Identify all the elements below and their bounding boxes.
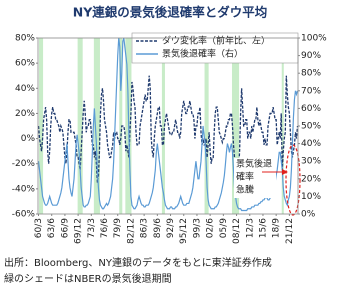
legend-label: ダウ変化率（前年比、左） — [162, 35, 270, 47]
x-tick-label: 21/12 — [285, 218, 295, 244]
recession-band — [231, 38, 240, 214]
x-tick-label: 76/6 — [100, 218, 110, 238]
highlight-ellipse — [285, 144, 301, 216]
x-tick-label: 60/3 — [34, 218, 44, 238]
y-tick-label: 60% — [15, 59, 35, 69]
x-tick-label: 02/6 — [206, 218, 216, 238]
y2-tick-label: 50% — [301, 122, 321, 132]
y2-tick-label: 60% — [301, 104, 321, 114]
recession-band — [161, 38, 165, 214]
recession-band — [77, 38, 83, 214]
plot-area — [37, 37, 299, 214]
x-tick-label: 12/3 — [245, 218, 255, 238]
legend-label: 景気後退確率（右） — [162, 48, 243, 60]
y2-tick-label: 10% — [301, 192, 321, 202]
arrow-head — [282, 169, 288, 175]
x-tick-label: 69/12 — [74, 218, 84, 244]
x-tick-label: 79/9 — [113, 218, 123, 238]
annotation-text: 景気後退 — [236, 158, 272, 170]
y2-tick-label: 70% — [301, 86, 321, 96]
y2-tick-label: 30% — [301, 157, 321, 167]
x-tick-label: 82/12 — [126, 218, 136, 244]
y2-tick-label: 90% — [301, 51, 321, 61]
annotation-bg — [234, 158, 276, 198]
x-tick-label: 89/6 — [153, 218, 163, 238]
x-tick-label: 15/6 — [258, 218, 268, 238]
x-tick-label: 86/3 — [140, 218, 150, 238]
recession-band — [39, 38, 44, 214]
y2-tick-label: 80% — [301, 69, 321, 79]
series-line — [37, 75, 299, 189]
y-tick-label: 0% — [21, 134, 36, 144]
recession-band — [119, 38, 123, 214]
source-note: 出所：Bloomberg、NY連銀のデータをもとに東洋証券作成 — [4, 256, 272, 269]
source-note: 緑のシェードはNBERの景気後退期間 — [4, 272, 172, 285]
x-tick-label: 63/6 — [47, 218, 57, 238]
y-tick-label: 20% — [15, 109, 35, 119]
recession-band — [281, 38, 284, 214]
y2-tick-label: 20% — [301, 174, 321, 184]
recession-band — [204, 38, 209, 214]
y2-tick-label: 40% — [301, 139, 321, 149]
y-tick-label: 80% — [15, 34, 35, 44]
x-tick-label: 08/12 — [232, 218, 242, 244]
x-tick-label: 05/9 — [219, 218, 229, 238]
x-tick-label: 66/9 — [60, 218, 70, 238]
annotation: 景気後退 確率 急騰 — [234, 144, 301, 216]
y-tick-label: -40% — [12, 184, 36, 194]
plot-frame — [37, 37, 299, 215]
x-tick-label: 92/9 — [166, 218, 176, 238]
x-tick-label: 18/9 — [272, 218, 282, 238]
y-tick-label: -20% — [12, 159, 36, 169]
recession-band — [93, 38, 100, 214]
y2-tick-label: 100% — [301, 34, 327, 44]
y-tick-label: -60% — [12, 210, 36, 220]
y-tick-label: 40% — [15, 84, 35, 94]
x-tick-label: 95/12 — [179, 218, 189, 244]
series-line — [37, 37, 299, 212]
chart-title: NY連銀の景気後退確率とダウ平均 — [73, 5, 268, 20]
x-tick-label: 73/3 — [87, 218, 97, 238]
y2-tick-label: 0% — [301, 210, 316, 220]
annotation-text: 急騰 — [236, 184, 254, 196]
annotation-text: 確率 — [236, 171, 254, 183]
x-tick-label: 99/3 — [192, 218, 202, 238]
